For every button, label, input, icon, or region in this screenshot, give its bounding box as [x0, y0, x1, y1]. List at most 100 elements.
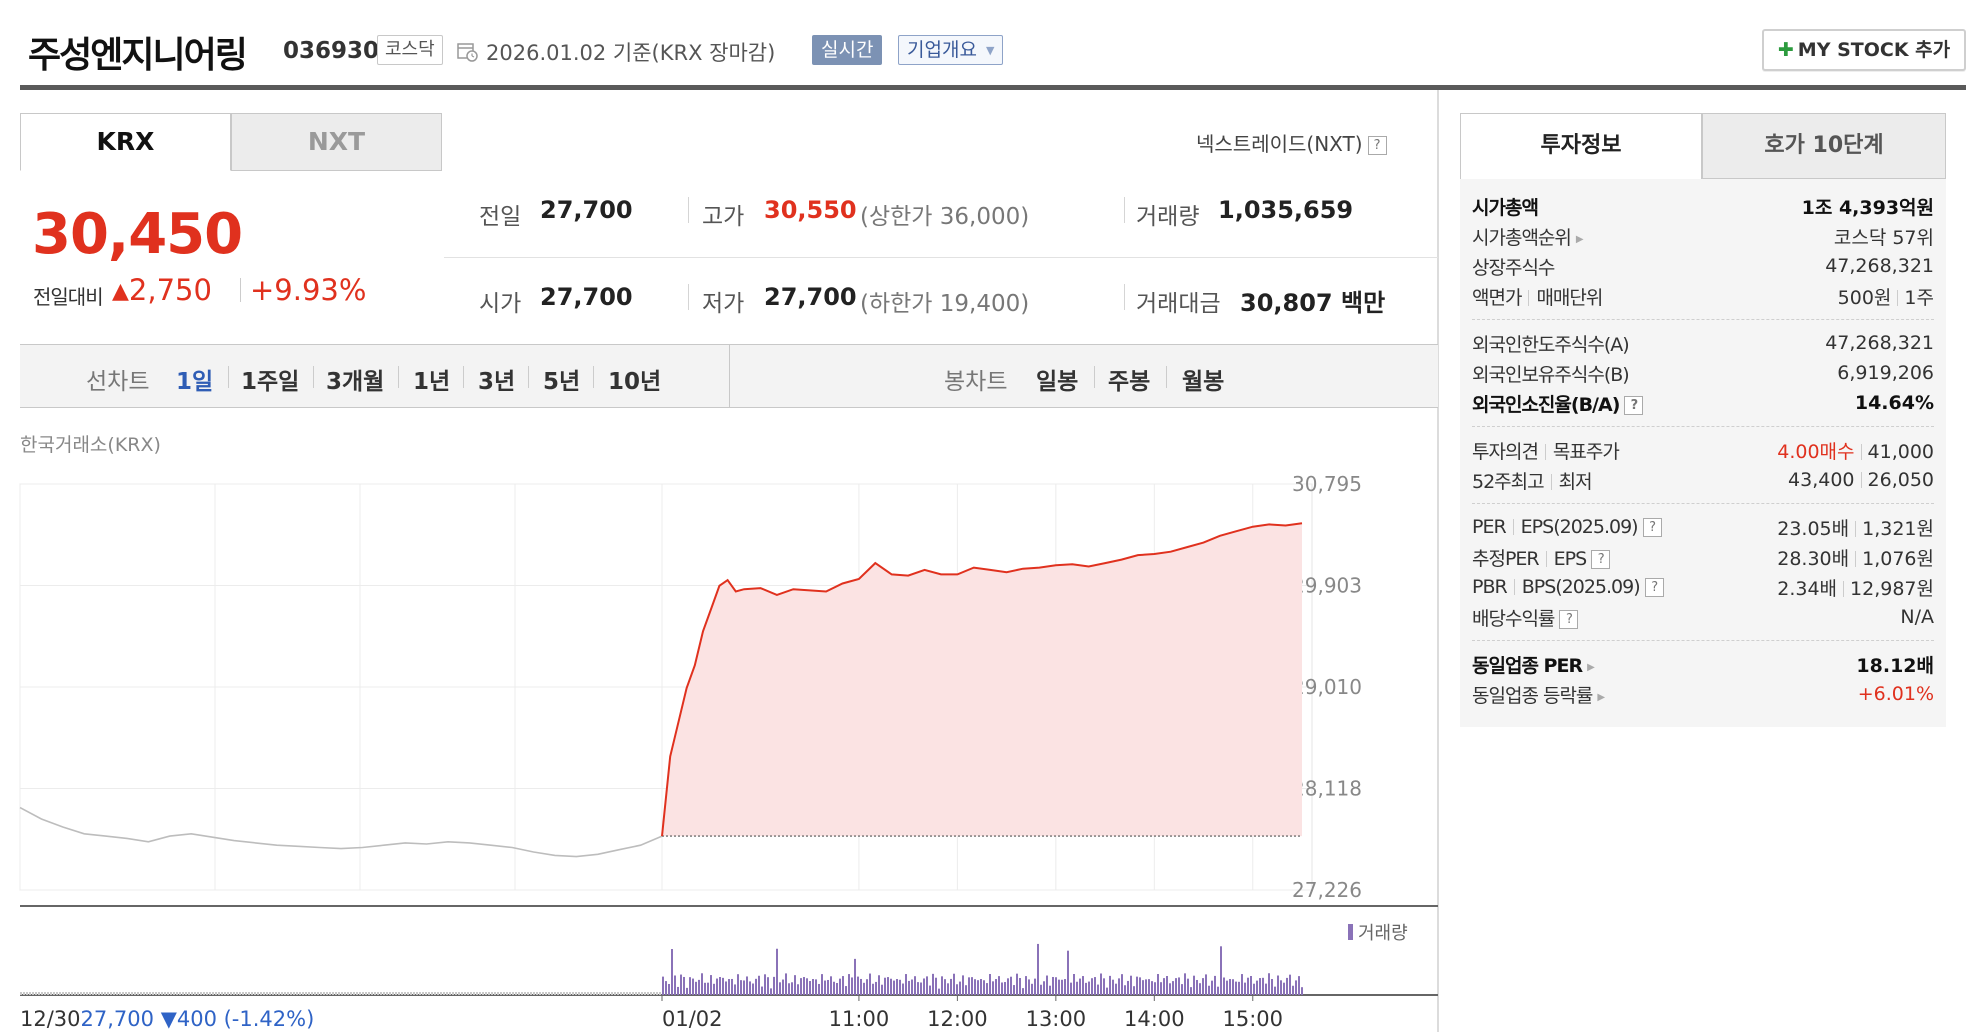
row-value: 47,268,321 [1825, 332, 1934, 354]
volume-bar [491, 992, 493, 995]
volume-bar [65, 992, 67, 995]
volume-bar [1100, 973, 1102, 995]
volume-bar [353, 992, 355, 995]
volume-bar [1004, 982, 1006, 995]
volume-bar [167, 992, 169, 995]
volume-bar [791, 982, 793, 995]
invest-row-label: 동일업종 등락률 ▶ [1472, 681, 1605, 708]
company-info-dropdown[interactable]: 기업개요 ▼ [898, 35, 1004, 65]
row-value: N/A [1900, 606, 1934, 628]
arrow-right-icon[interactable]: ▶ [1587, 661, 1595, 673]
volume-bar [749, 981, 751, 995]
volume-bar [629, 992, 631, 995]
candle-weekly[interactable]: 주봉 [1108, 369, 1151, 395]
volume-bar [1037, 943, 1039, 995]
volume-bar [1169, 983, 1171, 995]
volume-bar [590, 992, 592, 995]
volume-bar [587, 992, 589, 995]
volume-bar [572, 992, 574, 995]
volume-bar [1187, 978, 1189, 995]
volume-bar [164, 992, 166, 995]
high-label: 고가 [702, 204, 745, 230]
realtime-badge[interactable]: 실시간 [812, 35, 883, 65]
volume-bar [437, 992, 439, 995]
separator [1545, 550, 1547, 567]
prev-close-value: 27,700 [540, 196, 633, 224]
help-icon[interactable]: ? [1624, 395, 1644, 415]
volume-bar [1154, 982, 1156, 995]
invest-row-value: 2.34배 12,987원 [1777, 574, 1934, 601]
volume-bar [347, 992, 349, 995]
volume-bar [251, 992, 253, 995]
volume-bar [176, 992, 178, 995]
volume-bar [1235, 981, 1237, 995]
volume-bar [548, 992, 550, 995]
tab-nxt[interactable]: NXT [231, 113, 442, 171]
help-icon[interactable]: ? [1559, 609, 1579, 629]
volume-bar [875, 981, 877, 995]
period-3m[interactable]: 3개월 [326, 369, 385, 395]
volume-bar [1025, 976, 1027, 995]
tab-invest-info[interactable]: 투자정보 [1460, 113, 1702, 179]
volume-bar [338, 992, 340, 995]
volume-bar [257, 992, 259, 995]
row-value-2: 1,321원 [1862, 517, 1934, 540]
row-label-2: 목표주가 [1552, 440, 1620, 463]
price-chart[interactable]: 30,795 29,903 29,010 28,118 27,226 거래량 01/02 11… [0, 470, 1440, 1032]
nextrade-link[interactable]: 넥스트레이드(NXT)? [1196, 128, 1387, 157]
my-stock-add-button[interactable]: ✚ MY STOCK 추가 [1762, 29, 1966, 71]
volume-bar [449, 992, 451, 995]
amount-number: 30,807 [1240, 289, 1333, 317]
volume-bar [719, 977, 721, 995]
period-3y[interactable]: 3년 [478, 369, 516, 395]
volume-bar [908, 980, 910, 995]
current-price: 30,450 [32, 202, 243, 267]
amount-value: 30,807 백만 [1240, 283, 1385, 318]
volume-bar [95, 992, 97, 995]
volume-bar [776, 948, 778, 995]
volume-bar [179, 992, 181, 995]
volume-bar [119, 992, 121, 995]
volume-bar [626, 992, 628, 995]
invest-row: 투자의견 목표주가 4.00매수 41,000 [1472, 435, 1934, 465]
volume-bar [362, 992, 364, 995]
help-icon[interactable]: ? [1644, 578, 1664, 597]
arrow-right-icon[interactable]: ▶ [1575, 233, 1584, 245]
separator [688, 197, 689, 223]
volume-bar [1052, 976, 1054, 995]
volume-bar [182, 992, 184, 995]
period-1d[interactable]: 1일 [176, 369, 214, 395]
period-1w[interactable]: 1주일 [241, 369, 300, 395]
row-label: 동일업종 등락률 [1472, 684, 1593, 707]
help-icon[interactable]: ? [1367, 136, 1387, 155]
invest-row-value: 500원 1주 [1838, 283, 1934, 310]
volume-bar [722, 977, 724, 995]
upper-limit: (상한가 36,000) [860, 204, 1030, 230]
volume-bar [398, 992, 400, 995]
volume-bar [1022, 988, 1024, 995]
volume-bar [869, 973, 871, 995]
arrow-right-icon[interactable]: ▶ [1597, 691, 1605, 703]
volume-bar [1283, 982, 1285, 995]
period-10y[interactable]: 10년 [608, 369, 662, 395]
candle-monthly[interactable]: 월봉 [1182, 369, 1225, 395]
period-5y[interactable]: 5년 [543, 369, 581, 395]
row-label: 52주최고 [1472, 470, 1545, 493]
help-icon[interactable]: ? [1591, 549, 1611, 569]
volume-bar [683, 976, 685, 995]
tab-krx[interactable]: KRX [20, 113, 231, 171]
volume-bar [1205, 974, 1207, 995]
volume-bar [638, 992, 640, 995]
invest-row-value: 18.12배 [1856, 651, 1934, 678]
volume-bar [515, 992, 517, 995]
volume-bar [704, 982, 706, 995]
invest-row-label: 액면가 매매단위 [1472, 283, 1603, 310]
help-icon[interactable]: ? [1642, 518, 1662, 537]
tab-orderbook[interactable]: 호가 10단계 [1702, 113, 1946, 179]
period-1y[interactable]: 1년 [413, 369, 451, 395]
volume-bar [509, 992, 511, 995]
volume-bar [1241, 974, 1243, 995]
candle-daily[interactable]: 일봉 [1036, 369, 1079, 395]
quote-divider [444, 257, 1438, 258]
volume-bar [1082, 976, 1084, 995]
